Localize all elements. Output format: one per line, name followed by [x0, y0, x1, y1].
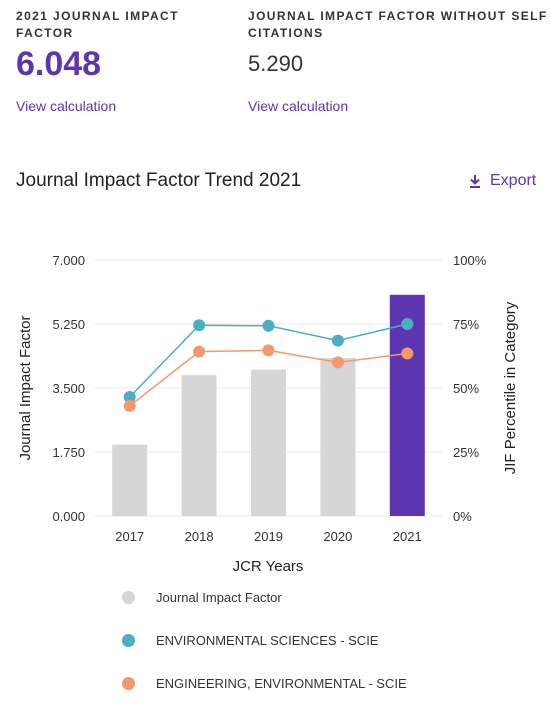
legend-dot-icon [122, 677, 135, 690]
y-tick-label-left: 3.500 [52, 381, 85, 396]
legend-item[interactable]: ENGINEERING, ENVIRONMENTAL - SCIE [122, 676, 407, 691]
jif-trend-chart: 0.000 1.750 3.500 5.250 7.000 0% 25% 50% 75% 100%… [17, 253, 519, 575]
bar-2019 [251, 369, 286, 516]
y-axis-title-right: JIF Percentile in Category [502, 301, 519, 474]
y-tick-label-right: 0% [453, 509, 472, 524]
point-series-2-2019 [262, 344, 275, 357]
trend-title: Journal Impact Factor Trend 2021 [16, 170, 302, 191]
point-series-2-2017 [123, 399, 136, 412]
point-series-1-2018 [193, 319, 206, 332]
y-tick-label-right: 75% [453, 317, 479, 332]
bar-2017 [112, 444, 148, 516]
x-tick-label: 2018 [185, 529, 214, 544]
point-series-2-2021 [401, 347, 414, 360]
jif-label: 2021 JOURNAL IMPACT FACTOR [16, 9, 179, 40]
jif-no-self-metric: JOURNAL IMPACT FACTOR WITHOUT SELF CITAT… [248, 8, 548, 78]
x-tick-label: 2017 [115, 529, 144, 544]
y-tick-label-left: 5.250 [52, 317, 85, 332]
jif-view-calculation-link[interactable]: View calculation [16, 98, 117, 114]
y-axis-title-left: Journal Impact Factor [17, 315, 34, 460]
point-series-2-2020 [331, 356, 344, 369]
jif-metric: 2021 JOURNAL IMPACT FACTOR 6.048 [16, 8, 179, 84]
jif-no-self-label: JOURNAL IMPACT FACTOR WITHOUT SELF CITAT… [248, 9, 548, 40]
legend-dot-icon [122, 634, 135, 647]
jif-no-self-value: 5.290 [248, 51, 304, 76]
legend-dot-icon [122, 591, 135, 604]
x-tick-label: 2020 [323, 529, 352, 544]
export-label: Export [490, 172, 537, 189]
legend-item[interactable]: ENVIRONMENTAL SCIENCES - SCIE [122, 633, 378, 648]
legend-item[interactable]: Journal Impact Factor [122, 590, 282, 605]
bar-2018 [181, 375, 217, 516]
point-series-2-2018 [193, 345, 206, 358]
point-series-1-2019 [262, 319, 275, 332]
download-icon [470, 174, 480, 188]
legend-label: Journal Impact Factor [156, 590, 282, 605]
jif-no-self-view-calculation-link[interactable]: View calculation [248, 98, 349, 114]
x-tick-label: 2021 [393, 529, 422, 544]
legend-label: ENGINEERING, ENVIRONMENTAL - SCIE [156, 676, 407, 691]
bar-2021 [389, 294, 425, 516]
y-tick-label-left: 0.000 [52, 509, 85, 524]
point-series-1-2021 [401, 318, 414, 330]
y-tick-label-right: 100% [453, 253, 487, 268]
bar-2020 [320, 358, 356, 516]
point-series-1-2020 [331, 334, 344, 347]
x-tick-label: 2019 [254, 529, 283, 544]
point-series-1-2017 [123, 390, 136, 403]
legend-label: ENVIRONMENTAL SCIENCES - SCIE [156, 633, 379, 648]
y-tick-label-left: 7.000 [52, 253, 85, 268]
export-button[interactable]: Export [468, 172, 536, 190]
y-tick-label-left: 1.750 [52, 445, 85, 460]
x-axis-title: JCR Years [233, 558, 304, 575]
y-tick-label-right: 25% [453, 445, 479, 460]
y-tick-label-right: 50% [453, 381, 479, 396]
jif-value: 6.048 [16, 45, 102, 83]
